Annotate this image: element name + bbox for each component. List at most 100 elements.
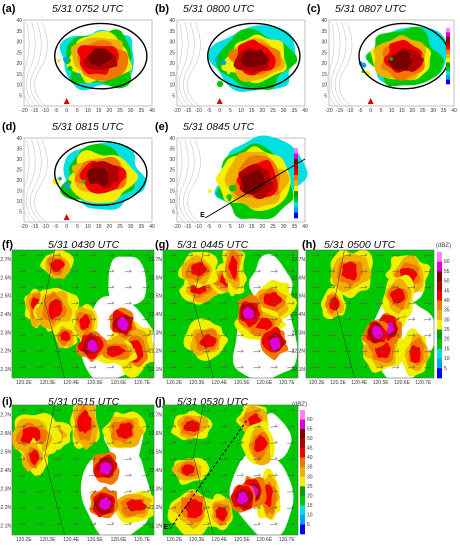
wind-vector	[311, 253, 320, 257]
wind-vector	[71, 285, 79, 289]
y-tick-label: 10	[16, 83, 22, 89]
wind-vector	[124, 473, 132, 477]
echo-region	[191, 262, 208, 277]
wind-vector	[270, 269, 278, 273]
wind-vector	[17, 349, 26, 353]
echo-region	[269, 337, 281, 351]
model-panel-f: 120.2E 120.3E 120.4E 120.5E 120.6E 120.7E 22.1…	[0, 249, 155, 386]
wind-vector	[343, 285, 352, 289]
colorbar-tick-label: 25	[444, 327, 450, 333]
wind-vector	[202, 424, 211, 428]
wind-vector	[17, 408, 26, 412]
wind-vector	[142, 301, 150, 305]
echo-region	[263, 291, 283, 307]
colorbar-swatch	[300, 419, 305, 430]
wind-vector	[106, 522, 115, 526]
x-tick-label: 35	[441, 108, 447, 114]
x-tick-label: 5	[229, 108, 232, 114]
x-tick-label: 35	[139, 224, 145, 230]
x-tick-label: 5	[380, 108, 383, 114]
wind-vector	[375, 285, 384, 289]
wind-vector	[375, 253, 384, 257]
colorbar-swatch	[437, 261, 442, 272]
wind-vector	[375, 333, 384, 337]
wind-vector	[35, 269, 44, 273]
colorbar-swatch	[446, 32, 450, 37]
wind-vector	[253, 317, 261, 321]
wind-vector	[35, 457, 44, 461]
wind-vector	[270, 349, 278, 353]
wind-vector	[71, 473, 79, 477]
reflectivity-field	[168, 250, 298, 378]
echo-region	[390, 288, 406, 304]
colorbar-tick-label: 40	[444, 298, 450, 304]
x-tick-label: 30	[281, 224, 287, 230]
wind-vector	[17, 365, 26, 369]
reflectivity-field	[167, 405, 295, 535]
colorbar-swatch	[300, 505, 305, 516]
wind-vector	[327, 317, 336, 321]
y-tick-label: 22.3N	[149, 487, 163, 493]
colorbar-tick-label: 30	[444, 317, 450, 323]
wind-vector	[53, 365, 61, 369]
colorbar-swatch	[437, 252, 442, 262]
wind-vector	[71, 317, 79, 321]
y-tick-label: 22.4N	[292, 312, 306, 318]
colorbar-tick-label: 30	[307, 474, 313, 480]
wind-vector	[375, 349, 384, 353]
y-tick-label: 22.3N	[0, 330, 11, 336]
plot-frame	[11, 249, 155, 379]
panel-label: (d)	[2, 121, 17, 133]
wind-vector	[124, 365, 132, 369]
wind-vector	[311, 349, 320, 353]
panel-label: (c)	[307, 3, 321, 15]
plot-frame	[305, 249, 435, 379]
wind-vector	[71, 489, 79, 493]
wind-vector	[71, 408, 79, 412]
wind-vector	[270, 317, 278, 321]
terrain-contour	[183, 21, 196, 109]
wind-vector	[185, 301, 194, 305]
wind-vector	[343, 253, 352, 257]
terrain-contour	[187, 139, 202, 225]
wind-vector	[253, 489, 261, 493]
y-tick-label: 22.7N	[149, 412, 163, 418]
panel-h: (h) 5/31 0500 UTC	[300, 232, 460, 392]
wind-vector	[185, 365, 194, 369]
wind-vector	[124, 301, 132, 305]
colorbar-tick-label: 25	[307, 484, 313, 490]
wind-vector	[359, 269, 368, 273]
x-tick-label: 10	[238, 224, 244, 230]
wind-vector	[53, 269, 61, 273]
wind-vector	[359, 333, 368, 337]
x-tick-label: 120.7E	[279, 380, 296, 386]
x-tick-label: 120.4E	[211, 537, 228, 543]
wind-vector	[202, 505, 211, 510]
y-tick-label: 22.5N	[292, 294, 306, 300]
x-tick-label: 35	[139, 108, 145, 114]
colorbar-swatch	[294, 158, 298, 165]
wind-vector	[88, 457, 97, 461]
y-tick-label: 30	[16, 40, 22, 46]
y-tick-label: 40	[16, 136, 22, 142]
wind-vector	[236, 473, 244, 477]
y-tick-label: 10	[169, 83, 175, 89]
wind-vector	[311, 285, 320, 289]
wind-vector	[53, 489, 61, 493]
wind-vector	[287, 365, 295, 369]
wind-vector	[124, 317, 132, 321]
wind-vector	[253, 285, 261, 289]
echo-cell	[82, 179, 86, 184]
y-tick-label: 5	[19, 93, 22, 99]
wind-vector	[253, 269, 261, 273]
wind-vector	[407, 253, 416, 257]
x-tick-label: 120.5E	[234, 537, 251, 543]
wind-vector	[35, 505, 44, 510]
colorbar-swatch	[300, 457, 305, 468]
x-tick-label: 30	[128, 224, 134, 230]
echo-cell	[214, 57, 220, 63]
wind-vector	[270, 301, 278, 305]
echo-region	[50, 259, 65, 273]
storm-ellipse	[207, 22, 301, 90]
cross-section-line	[204, 158, 306, 219]
